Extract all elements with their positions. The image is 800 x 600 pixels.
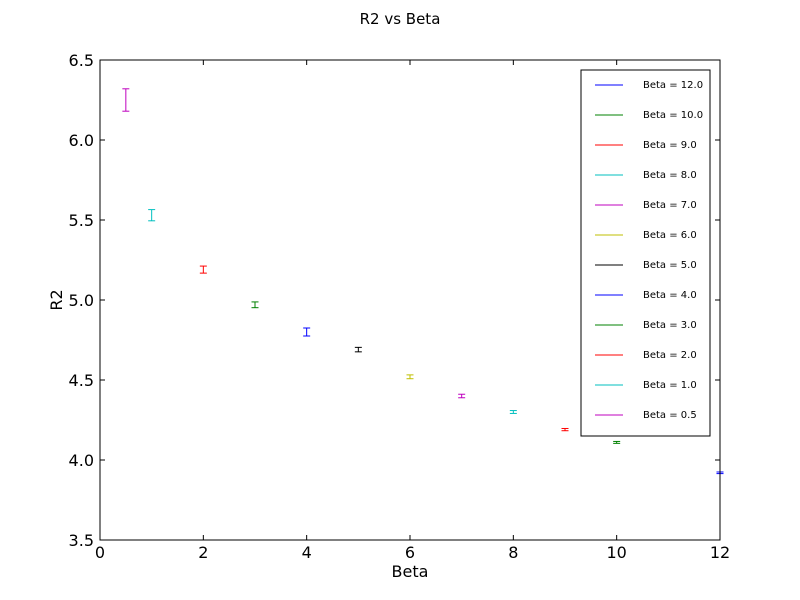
legend-label: Beta = 9.0 [643, 140, 697, 151]
x-axis-label: Beta [392, 562, 429, 581]
legend-label: Beta = 2.0 [643, 350, 697, 361]
x-tick-label: 0 [95, 543, 105, 562]
x-tick-label: 4 [302, 543, 312, 562]
legend-label: Beta = 6.0 [643, 230, 697, 241]
y-tick-label: 6.5 [69, 51, 94, 70]
error-bar-point [122, 88, 130, 112]
legend-entry: Beta = 3.0 [595, 320, 697, 331]
legend-entry: Beta = 5.0 [595, 260, 697, 271]
error-bar-point [509, 410, 517, 414]
y-tick-label: 4.0 [69, 451, 94, 470]
axis-ticks: 0 2 4 6 8 10 12 3.5 4.0 4.5 5.0 5.5 6.0 6.5 [69, 51, 731, 562]
error-bar-point [561, 427, 569, 432]
legend-box [580, 69, 711, 437]
y-tick-label: 3.5 [69, 531, 94, 550]
legend-entry: Beta = 6.0 [595, 230, 697, 241]
legend-entry: Beta = 8.0 [595, 170, 697, 181]
legend-label: Beta = 5.0 [643, 260, 697, 271]
x-tick-label: 2 [198, 543, 208, 562]
error-bar-point [199, 265, 207, 274]
legend-entry: Beta = 9.0 [595, 140, 697, 151]
error-bar-point [406, 374, 414, 380]
x-tick-label: 12 [710, 543, 730, 562]
legend-label: Beta = 3.0 [643, 320, 697, 331]
legend-label: Beta = 4.0 [643, 290, 697, 301]
legend-entry: Beta = 1.0 [595, 380, 697, 391]
error-bar-point [148, 209, 156, 222]
legend-label: Beta = 7.0 [643, 200, 697, 211]
legend-entry: Beta = 2.0 [595, 350, 697, 361]
error-bar-point [458, 393, 466, 399]
y-tick-label: 4.5 [69, 371, 94, 390]
legend-entry: Beta = 12.0 [595, 80, 703, 91]
x-tick-label: 6 [405, 543, 415, 562]
y-tick-label: 5.0 [69, 291, 94, 310]
legend-entry: Beta = 10.0 [595, 110, 703, 121]
legend-entry: Beta = 7.0 [595, 200, 697, 211]
plot-area [122, 88, 724, 475]
x-tick-label: 8 [508, 543, 518, 562]
legend-entry: Beta = 4.0 [595, 290, 697, 301]
chart-title: R2 vs Beta [360, 10, 441, 28]
legend-label: Beta = 10.0 [643, 110, 703, 121]
legend-label: Beta = 1.0 [643, 380, 697, 391]
y-tick-label: 5.5 [69, 211, 94, 230]
error-bar-point [303, 327, 311, 337]
x-tick-label: 10 [606, 543, 626, 562]
error-bar-point [251, 301, 259, 309]
error-bar-point [613, 440, 621, 444]
y-axis-label: R2 [47, 289, 66, 310]
error-bar-point [354, 346, 362, 353]
legend: Beta = 12.0 Beta = 10.0 Beta = 9.0 Beta = 8… [580, 69, 711, 437]
legend-label: Beta = 12.0 [643, 80, 703, 91]
legend-entry: Beta = 0.5 [595, 410, 697, 421]
legend-label: Beta = 0.5 [643, 410, 697, 421]
legend-label: Beta = 8.0 [643, 170, 697, 181]
y-tick-label: 6.0 [69, 131, 94, 150]
